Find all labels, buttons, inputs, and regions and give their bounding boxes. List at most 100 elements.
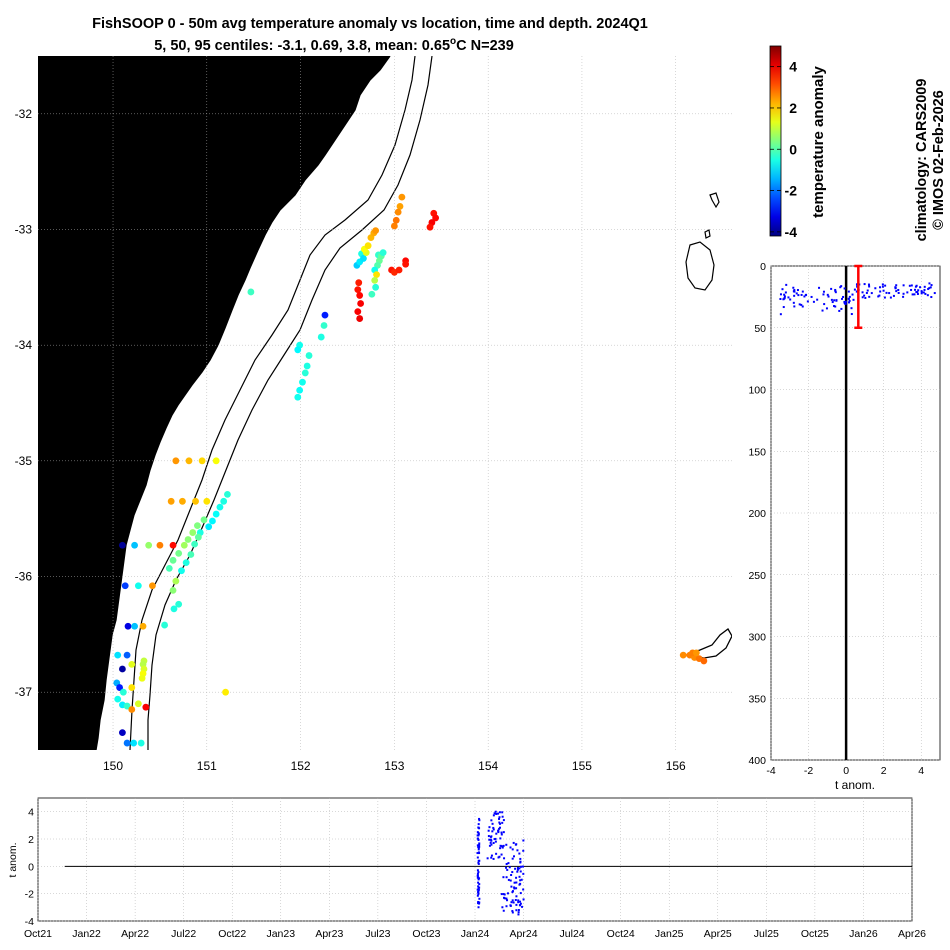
ts-data-point <box>499 844 502 847</box>
depth-data-point <box>838 309 841 312</box>
depth-data-point <box>867 283 870 286</box>
ts-data-point <box>517 899 520 902</box>
ts-data-point <box>519 865 522 868</box>
depth-data-point <box>806 300 809 303</box>
map-data-point <box>134 582 142 590</box>
map-data-point <box>142 703 150 711</box>
depth-data-point <box>878 294 881 297</box>
ts-data-point <box>476 888 479 891</box>
ts-data-point <box>519 900 522 903</box>
map-data-point <box>394 208 402 216</box>
map-data-point <box>149 582 156 590</box>
ts-data-point <box>476 874 479 877</box>
depth-data-point <box>843 300 846 303</box>
ts-data-point <box>520 878 523 881</box>
ts-data-point <box>517 909 520 912</box>
map-data-point <box>114 651 122 659</box>
ts-data-point <box>498 821 501 824</box>
depth-data-point <box>928 287 931 290</box>
ts-xtick-label: Jan24 <box>461 928 490 940</box>
ts-xtick-label: Jul23 <box>365 928 390 940</box>
depth-data-point <box>877 295 880 298</box>
depth-ytick-label: 350 <box>748 693 766 705</box>
colorbar: 4 2 0 -2 -4 temperature anomaly <box>769 45 827 240</box>
ts-data-point <box>509 846 512 849</box>
coastline <box>95 56 391 750</box>
depth-data-point <box>914 288 917 291</box>
depth-data-point <box>910 288 913 291</box>
ts-data-point <box>477 878 480 881</box>
depth-data-point <box>793 305 796 308</box>
depth-data-point <box>916 291 919 294</box>
ts-data-point <box>478 819 481 822</box>
map-ytick-label: -32 <box>15 107 33 121</box>
map-data-point <box>296 386 304 394</box>
ts-xtick-label: Jan26 <box>849 928 878 940</box>
map-xtick-label: 151 <box>197 759 217 773</box>
island-small <box>704 229 711 239</box>
ts-data-point <box>477 823 480 826</box>
depth-data-point <box>834 305 837 308</box>
depth-data-point <box>874 287 877 290</box>
depth-data-point <box>841 297 844 300</box>
ts-data-point <box>488 826 491 829</box>
map-data-point <box>123 739 131 747</box>
map-data-point <box>137 739 145 747</box>
depth-data-point <box>843 302 846 305</box>
depth-data-point <box>917 289 920 292</box>
depth-data-point <box>848 295 851 298</box>
map-data-point <box>189 529 197 536</box>
depth-data-point <box>827 295 830 298</box>
map-data-point <box>194 522 201 530</box>
ts-data-point <box>501 906 504 909</box>
ts-xtick-label: Oct25 <box>801 928 829 940</box>
depth-data-point <box>803 295 806 298</box>
map-data-point <box>395 266 403 274</box>
depth-data-point <box>792 301 795 304</box>
map-data-point <box>396 202 404 210</box>
depth-data-point <box>850 313 853 316</box>
ts-data-point <box>498 817 501 820</box>
depth-data-point <box>864 296 867 299</box>
map-data-point <box>294 346 302 354</box>
ts-xtick-label: Oct24 <box>607 928 635 940</box>
ts-data-point <box>522 898 525 901</box>
ts-xtick-label: Jan25 <box>655 928 684 940</box>
depth-data-point <box>801 305 804 308</box>
map-data-point <box>294 393 302 401</box>
depth-data-point <box>910 284 913 287</box>
map-data-point <box>169 556 177 564</box>
depth-data-point <box>922 291 925 294</box>
depth-data-point <box>842 295 845 298</box>
ts-data-point <box>506 868 509 871</box>
ts-data-point <box>497 812 500 815</box>
depth-data-point <box>783 296 786 299</box>
depth-xtick-label: 2 <box>881 765 887 777</box>
depth-data-point <box>879 290 882 293</box>
ts-data-point <box>522 888 525 891</box>
ts-data-point <box>492 828 495 831</box>
ts-data-point <box>487 829 490 832</box>
map-data-point <box>402 260 410 268</box>
depth-data-point <box>833 305 836 308</box>
ts-data-point <box>515 876 518 879</box>
ts-xtick-label: Jul24 <box>560 928 585 940</box>
ts-data-point <box>490 854 493 857</box>
depth-data-point <box>930 284 933 287</box>
ts-data-point <box>499 822 502 825</box>
ts-data-point <box>478 859 481 862</box>
map-data-point <box>371 276 379 284</box>
ts-data-point <box>517 901 520 904</box>
map-data-point <box>175 549 183 557</box>
map-data-point <box>184 536 192 543</box>
map-data-point <box>180 541 188 549</box>
depth-data-point <box>895 290 898 293</box>
ts-data-point <box>489 835 492 838</box>
ts-data-point <box>499 826 502 829</box>
map-data-point <box>169 541 177 549</box>
ts-data-point <box>519 861 522 864</box>
depth-data-point <box>840 307 843 310</box>
depth-data-point <box>927 287 930 290</box>
ts-data-point <box>505 863 508 866</box>
map-xtick-label: 155 <box>572 759 592 773</box>
